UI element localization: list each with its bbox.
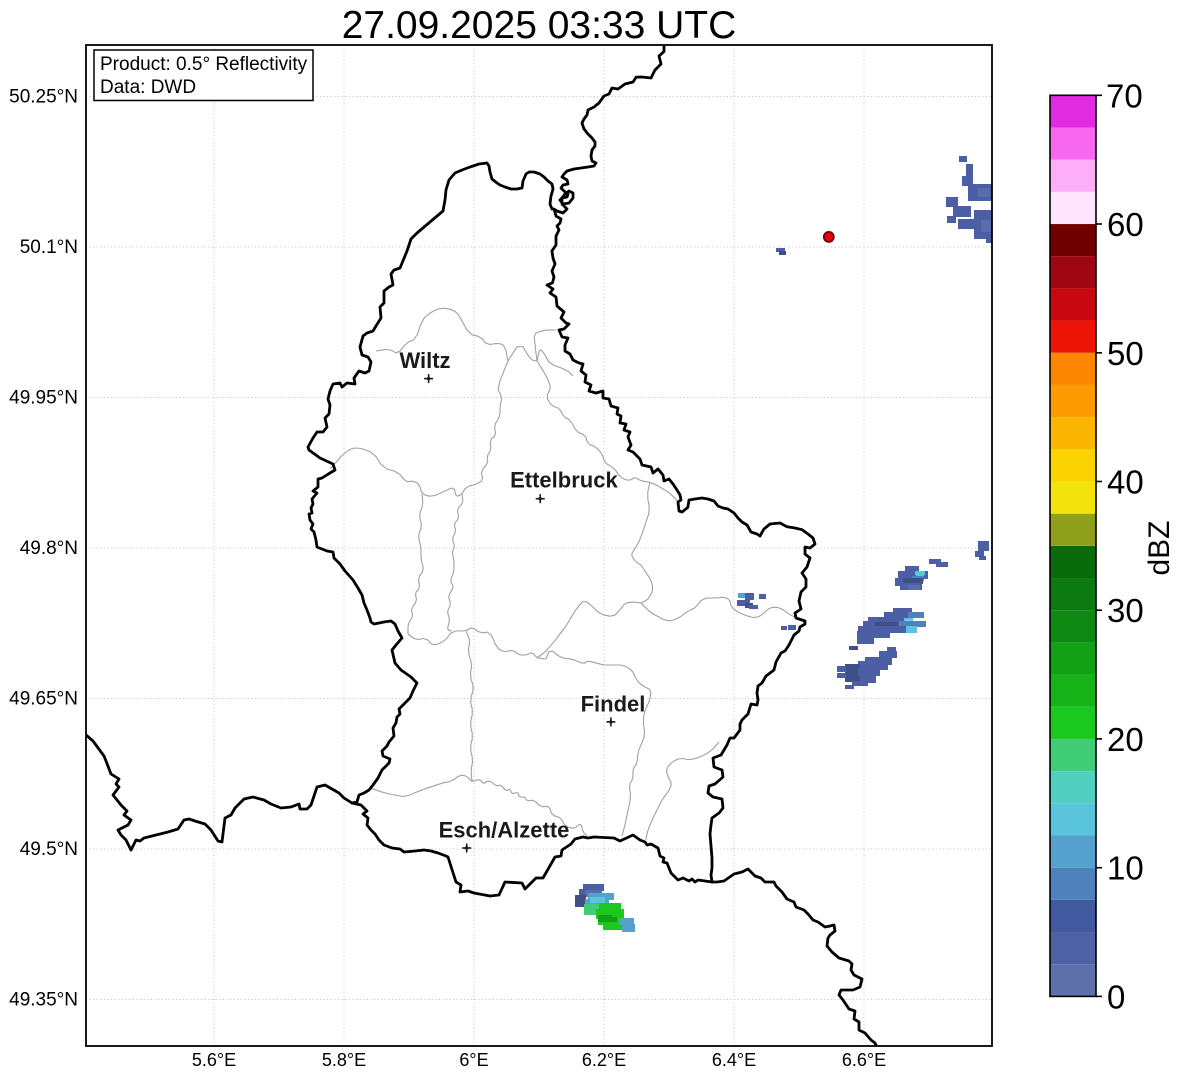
svg-text:dBZ: dBZ [1143, 520, 1176, 575]
svg-text:27.09.2025 03:33 UTC: 27.09.2025 03:33 UTC [342, 4, 737, 47]
svg-text:70: 70 [1106, 77, 1143, 114]
svg-text:Wiltz: Wiltz [399, 348, 450, 373]
svg-text:Ettelbruck: Ettelbruck [510, 468, 618, 493]
svg-text:50.1°N: 50.1°N [20, 237, 78, 258]
svg-text:0: 0 [1107, 978, 1125, 1015]
svg-text:Esch/Alzette: Esch/Alzette [439, 818, 570, 843]
svg-text:49.95°N: 49.95°N [9, 388, 78, 409]
svg-text:Product: 0.5° Reflectivity: Product: 0.5° Reflectivity [100, 54, 308, 75]
svg-text:40: 40 [1107, 464, 1144, 501]
svg-text:6.6°E: 6.6°E [842, 1050, 886, 1070]
svg-text:50.25°N: 50.25°N [9, 87, 78, 108]
svg-text:6.2°E: 6.2°E [582, 1050, 626, 1070]
svg-text:49.35°N: 49.35°N [9, 990, 78, 1011]
svg-text:10: 10 [1107, 850, 1144, 887]
svg-text:5.8°E: 5.8°E [322, 1050, 366, 1070]
svg-text:49.8°N: 49.8°N [20, 538, 78, 559]
svg-text:50: 50 [1107, 335, 1144, 372]
svg-text:30: 30 [1107, 592, 1144, 629]
svg-text:5.6°E: 5.6°E [192, 1050, 236, 1070]
svg-text:49.5°N: 49.5°N [20, 839, 78, 860]
svg-text:6.4°E: 6.4°E [712, 1050, 756, 1070]
svg-text:49.65°N: 49.65°N [9, 689, 78, 710]
svg-text:Data: DWD: Data: DWD [100, 77, 196, 98]
svg-text:60: 60 [1107, 206, 1144, 243]
svg-text:6°E: 6°E [459, 1050, 488, 1070]
svg-text:20: 20 [1107, 721, 1144, 758]
svg-text:Findel: Findel [581, 692, 646, 717]
